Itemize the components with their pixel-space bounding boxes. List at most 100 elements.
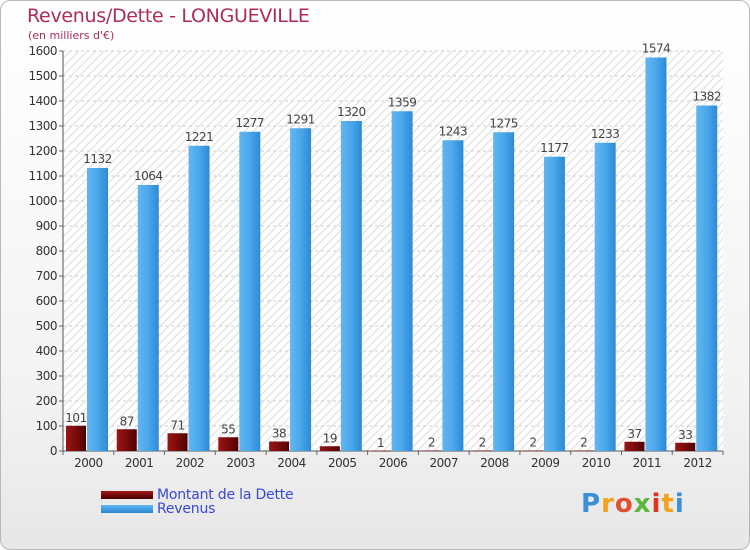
- bar-revenus-2002: [188, 145, 210, 451]
- legend-item-revenue: Revenus: [101, 501, 215, 517]
- logo-letter: P: [581, 489, 602, 519]
- y-tick-label: 100: [36, 419, 57, 433]
- bar-revenus-2006: [391, 111, 413, 451]
- x-tick-label-2009: 2009: [531, 456, 560, 470]
- chart-subtitle: (en milliers d'€): [28, 29, 115, 42]
- data-label-dette-2004: 38: [272, 427, 286, 441]
- y-tick-label: 1100: [28, 169, 57, 183]
- bar-revenus-2009: [543, 156, 565, 451]
- x-tick-label-2001: 2001: [125, 456, 154, 470]
- data-label-revenus-2007: 1243: [439, 124, 468, 138]
- x-tick-label-2004: 2004: [277, 456, 306, 470]
- legend-item-debt: Montant de la Dette: [101, 487, 294, 503]
- data-label-dette-2011: 37: [627, 427, 641, 441]
- data-label-dette-2010: 2: [580, 436, 587, 450]
- bar-dette-2001: [116, 429, 137, 451]
- logo-letter: o: [614, 489, 634, 519]
- legend-label-debt: Montant de la Dette: [157, 487, 294, 503]
- bar-dette-2005: [319, 446, 340, 451]
- bar-revenus-2011: [645, 57, 667, 451]
- y-tick-label: 300: [36, 369, 57, 383]
- data-label-revenus-2010: 1233: [591, 127, 620, 141]
- data-label-dette-2008: 2: [479, 436, 486, 450]
- data-label-dette-2006: 1: [377, 436, 384, 450]
- x-tick-label-2005: 2005: [328, 456, 357, 470]
- data-label-revenus-2005: 1320: [337, 105, 366, 119]
- data-label-revenus-2009: 1177: [540, 141, 569, 155]
- bar-revenus-2000: [87, 168, 108, 451]
- data-label-revenus-2008: 1275: [489, 116, 518, 130]
- data-label-dette-2007: 2: [428, 436, 435, 450]
- y-tick-label: 1600: [28, 44, 57, 58]
- data-label-revenus-2006: 1359: [388, 95, 417, 109]
- data-label-revenus-2000: 1132: [83, 152, 112, 166]
- bar-revenus-2008: [493, 132, 515, 451]
- y-tick-label: 500: [36, 319, 57, 333]
- y-tick-label: 800: [36, 244, 57, 258]
- y-tick-label: 1000: [28, 194, 57, 208]
- bar-dette-2002: [167, 433, 188, 451]
- logo-letter: x: [633, 489, 652, 519]
- bar-revenus-2007: [442, 140, 464, 451]
- bar-dette-2006: [370, 450, 391, 452]
- bar-dette-2007: [421, 450, 442, 452]
- data-label-dette-2009: 2: [529, 436, 536, 450]
- data-label-dette-2003: 55: [221, 422, 235, 436]
- data-label-revenus-2012: 1382: [692, 90, 721, 104]
- bar-dette-2011: [624, 441, 645, 451]
- data-label-dette-2005: 19: [323, 431, 337, 445]
- x-tick-label-2011: 2011: [633, 456, 662, 470]
- bar-dette-2004: [269, 441, 290, 451]
- x-tick-label-2002: 2002: [176, 456, 205, 470]
- bar-revenus-2003: [239, 131, 261, 451]
- y-tick-label: 400: [36, 344, 57, 358]
- data-label-dette-2001: 87: [120, 414, 134, 428]
- logo-letter: i: [651, 489, 662, 519]
- chart-title: Revenus/Dette - LONGUEVILLE: [27, 5, 310, 27]
- data-label-revenus-2001: 1064: [134, 169, 163, 183]
- y-tick-label: 1200: [28, 144, 57, 158]
- proxiti-logo: Proxiti: [581, 489, 685, 519]
- logo-letter: t: [661, 489, 675, 519]
- data-label-dette-2000: 101: [65, 411, 86, 425]
- y-tick-label: 1400: [28, 94, 57, 108]
- bar-dette-2000: [66, 425, 86, 451]
- y-tick-label: 0: [50, 444, 57, 458]
- logo-letter: r: [601, 489, 615, 519]
- data-label-revenus-2003: 1277: [236, 116, 265, 130]
- legend-swatch-revenue: [101, 505, 153, 513]
- x-tick-label-2010: 2010: [582, 456, 611, 470]
- data-label-dette-2002: 71: [170, 418, 184, 432]
- x-tick-label-2006: 2006: [379, 456, 408, 470]
- y-tick-label: 700: [36, 269, 57, 283]
- y-tick-label: 1500: [28, 69, 57, 83]
- bar-revenus-2005: [340, 121, 362, 451]
- x-tick-label-2008: 2008: [480, 456, 509, 470]
- bar-revenus-2010: [594, 142, 616, 451]
- bar-dette-2009: [522, 450, 543, 452]
- data-label-revenus-2004: 1291: [286, 112, 315, 126]
- legend-label-revenue: Revenus: [157, 501, 216, 517]
- y-tick-label: 600: [36, 294, 57, 308]
- legend-swatch-debt: [101, 491, 153, 499]
- data-label-dette-2012: 33: [678, 428, 692, 442]
- logo-letter: i: [674, 489, 685, 519]
- x-tick-label-2007: 2007: [429, 456, 458, 470]
- bar-dette-2008: [472, 450, 493, 452]
- bar-revenus-2012: [696, 105, 718, 451]
- x-tick-label-2012: 2012: [683, 456, 712, 470]
- bar-revenus-2004: [290, 128, 312, 451]
- y-tick-label: 200: [36, 394, 57, 408]
- x-tick-label-2003: 2003: [226, 456, 255, 470]
- bar-dette-2012: [675, 442, 696, 451]
- y-tick-label: 1300: [28, 119, 57, 133]
- y-tick-label: 900: [36, 219, 57, 233]
- bar-revenus-2001: [137, 185, 159, 451]
- x-tick-label-2000: 2000: [74, 456, 103, 470]
- bar-dette-2010: [573, 450, 594, 452]
- data-label-revenus-2002: 1221: [185, 130, 214, 144]
- data-label-revenus-2011: 1574: [642, 42, 671, 56]
- bar-dette-2003: [218, 437, 239, 451]
